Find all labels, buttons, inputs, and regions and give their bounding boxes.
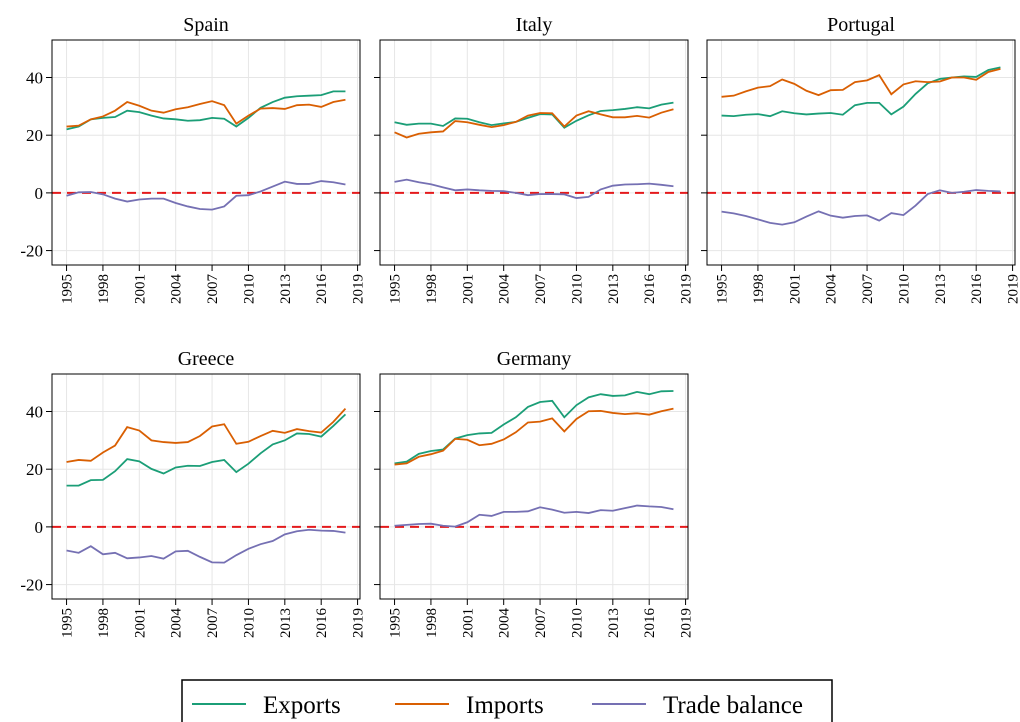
y-tick-label: 0: [35, 518, 44, 537]
x-tick-label: 2016: [642, 274, 658, 305]
legend-label: Exports: [263, 692, 341, 719]
x-tick-label: 2004: [169, 608, 185, 639]
series-line: Trade balance: [721, 189, 1001, 226]
x-tick-label: 2013: [606, 274, 622, 304]
series-line: Trade balance: [66, 528, 346, 564]
x-tick-label: 1998: [96, 608, 112, 638]
plot-frame: [379, 39, 689, 266]
series-line: Imports: [66, 98, 346, 128]
panel-title: Germany: [497, 348, 571, 370]
panel-title: Italy: [516, 14, 553, 36]
x-tick-label: 2010: [896, 274, 912, 304]
series-line: Exports: [394, 101, 674, 129]
x-tick-label: 2019: [679, 608, 695, 638]
series-line: Exports: [394, 390, 674, 465]
series-line: Trade balance: [394, 178, 674, 199]
legend-label: Trade balance: [663, 692, 803, 719]
y-tick-label: -20: [20, 242, 43, 261]
series-line: Imports: [721, 67, 1001, 98]
legend-box: [181, 679, 833, 722]
x-tick-label: 2007: [533, 608, 549, 639]
x-tick-label: 2007: [205, 608, 221, 639]
x-tick-label: 2013: [278, 608, 294, 638]
x-tick-label: 2004: [497, 608, 513, 639]
legend-label: Imports: [466, 692, 544, 719]
x-tick-label: 2007: [205, 274, 221, 305]
panel-title: Greece: [178, 348, 235, 370]
x-tick-label: 2007: [533, 274, 549, 305]
y-tick-label: 20: [26, 460, 43, 479]
x-tick-label: 2016: [969, 274, 985, 305]
x-tick-label: 1998: [96, 274, 112, 304]
x-tick-label: 1995: [715, 274, 731, 304]
y-tick-label: -20: [20, 576, 43, 595]
panel-title: Portugal: [827, 14, 895, 36]
panel-title: Spain: [183, 14, 229, 36]
x-tick-label: 1995: [60, 274, 76, 304]
y-tick-label: 40: [26, 403, 43, 422]
x-tick-label: 2001: [132, 274, 148, 304]
series-line: Imports: [66, 408, 347, 463]
x-tick-label: 1998: [424, 274, 440, 304]
x-tick-label: 2001: [460, 608, 476, 638]
x-tick-label: 2016: [314, 274, 330, 305]
series-line: Exports: [66, 90, 346, 131]
x-tick-label: 2016: [314, 608, 330, 639]
plot-frame: [706, 39, 1016, 266]
x-tick-label: 2010: [241, 274, 257, 304]
series-line: Trade balance: [66, 180, 346, 211]
x-tick-label: 2010: [569, 608, 585, 638]
plot-frame: [379, 373, 689, 600]
x-tick-label: 2019: [351, 274, 367, 304]
x-tick-label: 2010: [241, 608, 257, 638]
series-line: Exports: [66, 413, 347, 487]
x-tick-label: 1995: [388, 274, 404, 304]
y-tick-label: 20: [26, 126, 43, 145]
x-tick-label: 2004: [169, 274, 185, 305]
series-line: Imports: [394, 407, 674, 466]
y-tick-label: 0: [35, 184, 44, 203]
y-tick-label: 40: [26, 69, 43, 88]
series-line: Imports: [394, 108, 674, 139]
series-line: Exports: [721, 66, 1001, 118]
x-tick-label: 2013: [606, 608, 622, 638]
x-tick-label: 2016: [642, 608, 658, 639]
plot-frame: [51, 373, 361, 600]
x-tick-label: 2001: [460, 274, 476, 304]
x-tick-label: 2004: [824, 274, 840, 305]
x-tick-label: 2013: [933, 274, 949, 304]
x-tick-label: 1995: [388, 608, 404, 638]
x-tick-label: 2019: [679, 274, 695, 304]
x-tick-label: 2013: [278, 274, 294, 304]
x-tick-label: 2010: [569, 274, 585, 304]
x-tick-label: 2004: [497, 274, 513, 305]
plot-frame: [51, 39, 361, 266]
x-tick-label: 1998: [424, 608, 440, 638]
x-tick-label: 2007: [860, 274, 876, 305]
x-tick-label: 2001: [132, 608, 148, 638]
x-tick-label: 2019: [351, 608, 367, 638]
x-tick-label: 1998: [751, 274, 767, 304]
x-tick-label: 1995: [60, 608, 76, 638]
x-tick-label: 2019: [1006, 274, 1020, 304]
series-line: Trade balance: [394, 504, 674, 528]
x-tick-label: 2001: [787, 274, 803, 304]
